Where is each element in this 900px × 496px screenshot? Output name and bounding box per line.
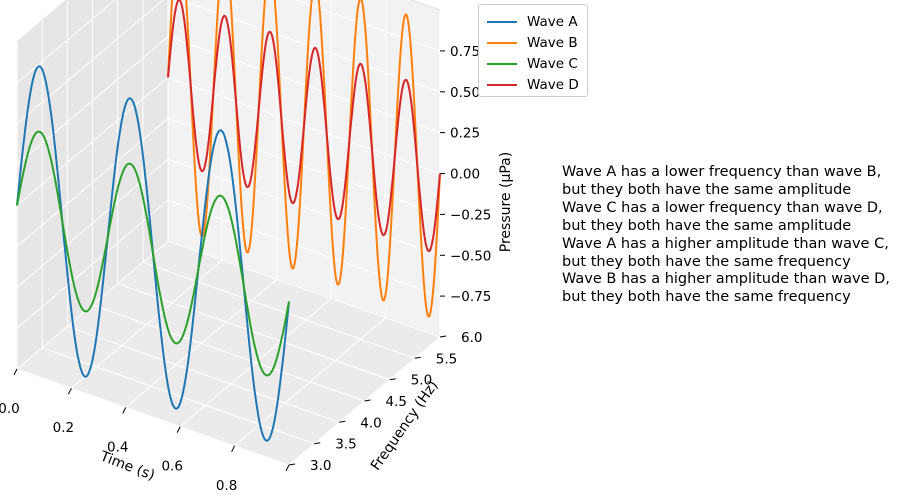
y-tick-label: 4.0 xyxy=(360,415,381,431)
grid-line xyxy=(16,368,290,466)
legend-swatch xyxy=(487,84,517,86)
tick-group: 0.00.20.40.60.81.03.03.54.04.55.05.56.0−… xyxy=(0,44,491,494)
tick-mark xyxy=(13,368,18,376)
legend-swatch xyxy=(487,42,517,44)
z-tick-label: −0.25 xyxy=(450,207,491,223)
tick-mark xyxy=(176,426,181,433)
z-axis-label: Pressure (μPa) xyxy=(498,152,514,252)
x-tick-label: 0.6 xyxy=(161,459,182,475)
tick-mark xyxy=(288,463,296,466)
grid-line xyxy=(16,158,169,288)
x-tick-label: 0.0 xyxy=(0,401,20,417)
annotation-line: Wave C has a lower frequency than wave D… xyxy=(562,199,883,216)
grid-line xyxy=(42,347,315,445)
legend-item-wave-d: Wave D xyxy=(487,76,579,94)
grid-line xyxy=(167,199,441,297)
tick-mark xyxy=(285,464,290,472)
tick-mark xyxy=(314,442,321,445)
grid-line xyxy=(294,0,441,52)
legend-item-wave-c: Wave C xyxy=(487,55,578,73)
tick-mark xyxy=(339,420,346,423)
z-tick-label: −0.50 xyxy=(450,248,491,264)
grid-line xyxy=(117,283,390,381)
x-tick-label: 0.2 xyxy=(53,420,74,436)
tick-mark xyxy=(67,387,72,395)
legend-item-wave-a: Wave A xyxy=(487,13,578,31)
series-line-wave-d xyxy=(167,0,441,253)
annotation-line: Wave A has a higher amplitude than wave … xyxy=(562,235,889,252)
legend-label: Wave C xyxy=(527,56,578,72)
annotation-line: Wave B has a higher amplitude than wave … xyxy=(562,271,890,288)
legend-swatch xyxy=(487,63,517,65)
y-tick-label: 3.5 xyxy=(335,437,356,453)
grid-line xyxy=(16,0,116,84)
series-line-wave-c xyxy=(16,130,290,377)
tick-mark xyxy=(414,356,421,359)
annotation-line: but they both have the same frequency xyxy=(562,253,851,270)
grid-line xyxy=(167,117,441,215)
z-tick-label: 0.25 xyxy=(450,126,480,142)
grid-line xyxy=(67,325,340,423)
z-tick-label: 0.00 xyxy=(450,167,480,183)
legend-label: Wave A xyxy=(527,14,578,30)
y-tick-label: 3.0 xyxy=(310,458,331,474)
x-tick-label: 0.8 xyxy=(216,478,237,494)
legend: Wave A Wave B Wave C Wave D xyxy=(478,4,588,97)
y-tick-label: 6.0 xyxy=(461,330,482,346)
annotation-line: but they both have the same amplitude xyxy=(562,181,852,198)
annotation-line: but they both have the same amplitude xyxy=(562,217,852,234)
grid-line xyxy=(16,117,169,247)
x-tick-label: 0.4 xyxy=(107,439,128,455)
annotation-line: Wave A has a lower frequency than wave B… xyxy=(562,164,882,180)
legend-label: Wave B xyxy=(527,35,578,51)
annotation-line: but they both have the same frequency xyxy=(562,289,851,306)
z-tick-label: 0.75 xyxy=(450,44,480,60)
grid-line xyxy=(142,261,415,359)
tick-mark xyxy=(231,445,236,453)
grid-line xyxy=(167,240,441,338)
tick-mark xyxy=(122,407,127,414)
grid-line xyxy=(92,304,365,402)
tick-mark xyxy=(439,335,447,338)
tick-mark xyxy=(389,378,396,381)
y-tick-label: 5.0 xyxy=(411,373,432,389)
y-tick-label: 4.5 xyxy=(386,394,407,410)
y-tick-label: 5.5 xyxy=(436,351,457,367)
grid-line xyxy=(167,158,441,256)
annotation-text: Wave A has a lower frequency than wave B… xyxy=(562,164,890,307)
legend-label: Wave D xyxy=(527,77,579,93)
tick-mark xyxy=(364,399,371,402)
grid-line xyxy=(16,36,169,166)
z-tick-label: 0.50 xyxy=(450,85,480,101)
grid-line xyxy=(167,36,441,134)
z-tick-label: −0.75 xyxy=(450,289,491,305)
series-group xyxy=(16,0,441,442)
grid-line xyxy=(178,0,441,93)
legend-swatch xyxy=(487,21,517,23)
legend-item-wave-b: Wave B xyxy=(487,34,578,52)
grid-line xyxy=(16,0,164,125)
grid-line xyxy=(16,77,169,206)
grid-line xyxy=(16,199,169,329)
